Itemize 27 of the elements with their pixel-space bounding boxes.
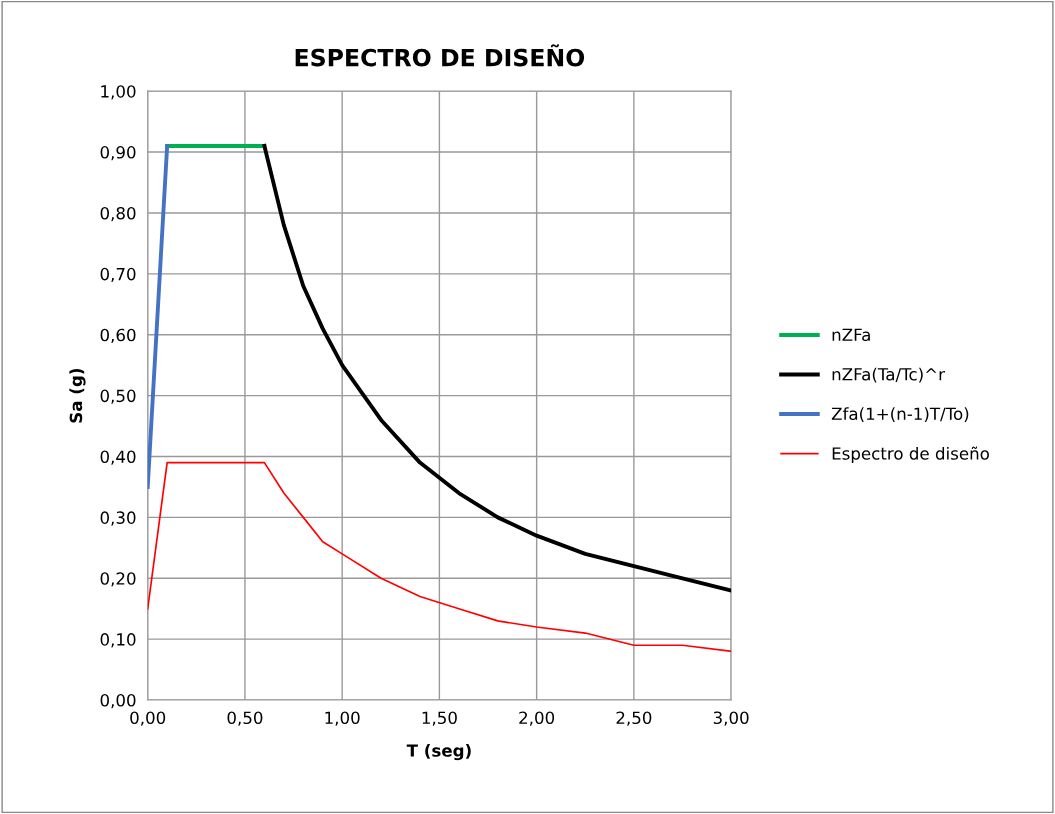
legend-label: Zfa(1+(n-1)T/To) [831,407,969,422]
y-tick-label: 1,00 [101,85,136,100]
y-tick-label: 0,20 [100,572,136,587]
y-tick-label: 0,80 [100,206,136,222]
x-tick-label: 1,00 [325,711,360,726]
y-tick-label: 0,50 [100,389,136,404]
y-tick-label: 0,90 [100,146,136,161]
y-tick-label: 0,40 [100,450,136,465]
y-tick-label: 0,00 [100,694,136,709]
y-tick-label: 0,70 [100,267,136,283]
x-tick-label: 3,00 [713,711,749,726]
legend-label: Espectro de diseño [832,446,989,464]
chart-title: ESPECTRO DE DISEÑO [295,44,585,67]
x-tick-label: 0,00 [130,711,166,726]
legend-label: nZFa(Ta/Tc)^r [832,367,945,383]
line-series [147,461,732,653]
x-tick-label: 2,00 [519,711,555,726]
x-tick-label: 2,50 [616,711,652,726]
x-tick-label: 0,50 [227,711,263,726]
y-tick-label: 0,60 [100,328,136,343]
y-tick-label: 0,10 [100,633,136,648]
legend-label: nZFa [832,328,870,342]
x-axis-title: T (seg) [406,743,471,761]
y-axis-title: Sa (g) [69,368,86,423]
line-series [262,144,732,593]
x-tick-label: 1,50 [422,711,457,726]
y-tick-label: 0,30 [100,511,136,526]
